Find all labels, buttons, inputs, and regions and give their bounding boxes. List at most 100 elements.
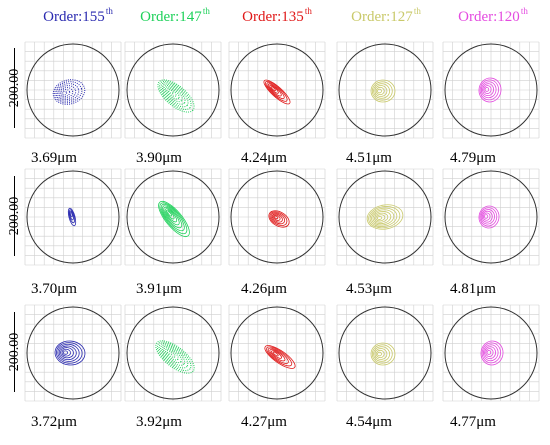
spot-cell (227, 303, 327, 403)
spot-cell (227, 40, 327, 140)
header-sup: th (105, 6, 113, 16)
spot-ring (164, 348, 176, 358)
airy-circle (338, 43, 432, 137)
spot-diagram (228, 41, 326, 139)
spot-ring (168, 89, 174, 95)
spot-cell (441, 303, 541, 403)
spot-ring (272, 351, 279, 357)
spot-ring (166, 87, 177, 97)
spot-pattern (155, 340, 195, 374)
spot-ring (374, 85, 388, 97)
airy-circle (26, 306, 120, 400)
spot-size-value: 4.24μm (241, 150, 287, 166)
spot-diagram (124, 304, 222, 402)
airy-circle (230, 43, 324, 137)
spot-ring (268, 210, 290, 228)
spot-pattern (158, 200, 190, 238)
header-label: Order:155 (43, 9, 105, 25)
grid (336, 41, 434, 139)
spot-cell (441, 40, 541, 140)
grid (228, 304, 326, 402)
spot-ring (267, 347, 289, 364)
spot-ring (161, 83, 186, 105)
spot-ring (158, 80, 192, 111)
spot-cell (23, 40, 123, 140)
spot-ring (67, 207, 77, 227)
header-sup: th (202, 6, 210, 16)
spot-ring (160, 203, 185, 232)
spot-pattern (478, 77, 502, 103)
airy-circle (26, 43, 120, 137)
spot-cell (123, 40, 223, 140)
spot-ring (158, 343, 189, 369)
row-1-scale-line (14, 48, 15, 128)
spot-ring (263, 79, 291, 105)
grid (336, 304, 434, 402)
spot-ring (274, 215, 279, 220)
grid (124, 41, 222, 139)
spot-cell (123, 167, 223, 267)
spot-pattern (370, 342, 396, 366)
spot-ring (485, 348, 494, 357)
spot-ring (159, 202, 188, 235)
spot-cell (335, 303, 435, 403)
airy-circle (126, 306, 220, 400)
grid (442, 304, 540, 402)
airy-circle (444, 170, 538, 264)
spot-cell (227, 167, 327, 267)
spot-cell (335, 167, 435, 267)
spot-size-value: 4.77μm (450, 414, 496, 430)
spot-ring (481, 210, 493, 223)
spot-ring (157, 79, 195, 113)
spot-size-value: 3.92μm (136, 414, 182, 430)
spot-ring (58, 345, 77, 361)
spot-ring (376, 216, 383, 220)
spot-ring (269, 349, 286, 362)
spot-ring (271, 213, 283, 223)
spot-ring (161, 345, 182, 364)
spot-ring (480, 340, 504, 366)
spot-cell (23, 167, 123, 267)
spot-ring (68, 209, 75, 224)
spot-diagram (124, 41, 222, 139)
spot-ring (479, 207, 498, 227)
spot-pattern (366, 204, 404, 230)
spot-diagram (228, 168, 326, 266)
spot-ring (167, 211, 172, 217)
spot-pattern (370, 79, 396, 103)
spot-diagram (442, 41, 540, 139)
spot-diagram (442, 304, 540, 402)
spot-ring (374, 348, 388, 360)
spot-ring (69, 210, 74, 221)
spot-ring (370, 79, 396, 103)
spot-size-value: 3.72μm (31, 414, 77, 430)
spot-ring (375, 349, 385, 359)
spot-ring (160, 82, 189, 108)
spot-ring (371, 209, 395, 226)
spot-ring (370, 342, 396, 366)
spot-ring (482, 344, 499, 362)
grid (24, 41, 122, 139)
spot-ring (60, 88, 71, 98)
spot-ring (269, 84, 279, 94)
grid (124, 304, 222, 402)
spot-diagram (24, 41, 122, 139)
spot-size-value: 4.79μm (450, 150, 496, 166)
spot-ring (481, 342, 501, 364)
airy-circle (230, 306, 324, 400)
spot-ring (52, 79, 86, 105)
airy-circle (126, 43, 220, 137)
header-label: Order:120 (458, 9, 520, 25)
spot-ring (163, 347, 179, 361)
spot-ring (55, 83, 80, 102)
spot-pattern (67, 207, 77, 227)
spot-ring (162, 205, 183, 229)
header-sup: th (520, 6, 528, 16)
spot-ring (479, 79, 499, 101)
spot-ring (369, 207, 398, 227)
header-label: Order:135 (242, 9, 304, 25)
spot-ring (372, 211, 392, 225)
spot-ring (478, 205, 500, 229)
spot-ring (54, 81, 83, 104)
spot-diagram (124, 168, 222, 266)
